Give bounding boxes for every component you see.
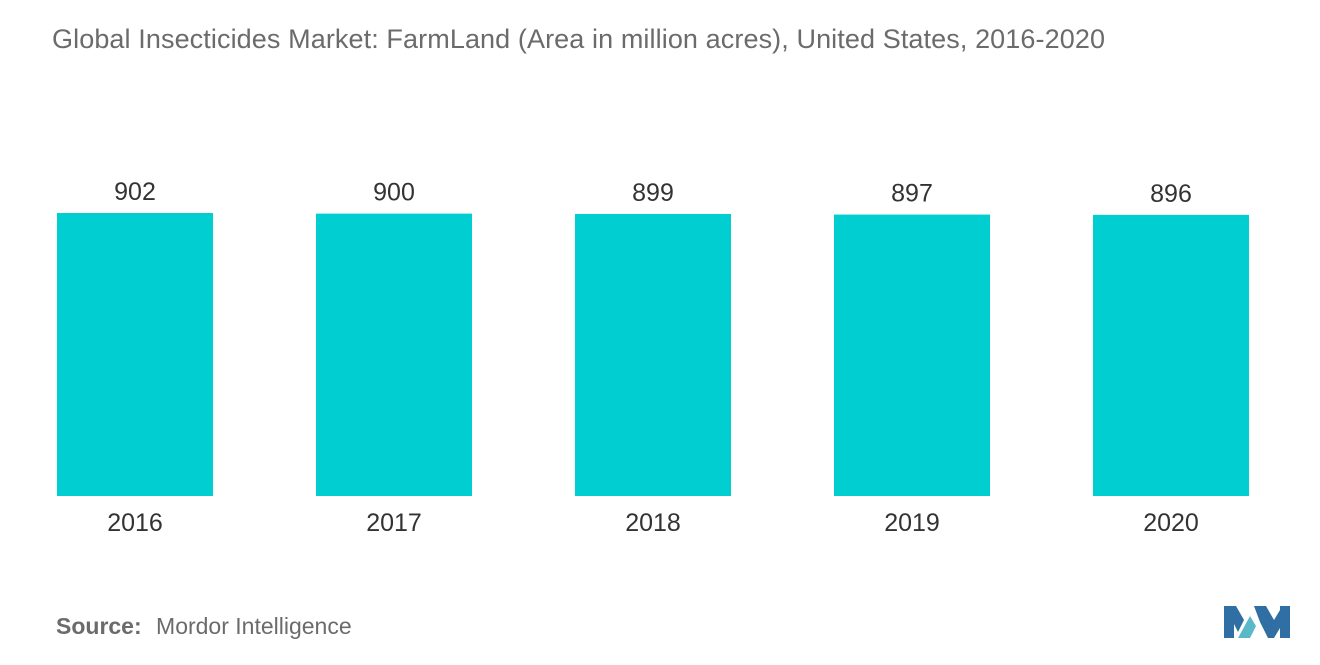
bar-2017 xyxy=(316,213,472,496)
logo-right-stroke xyxy=(1254,606,1290,638)
mordor-intelligence-logo-icon xyxy=(1224,606,1290,638)
bar-2018 xyxy=(575,213,731,497)
value-label-2016: 902 xyxy=(114,178,156,206)
bar-chart: 902 900 899 897 896 2016 2017 2018 2019 2020 xyxy=(57,178,1249,537)
value-label-2017: 900 xyxy=(373,179,415,207)
source-note: Source: Mordor Intelligence xyxy=(56,613,352,640)
bar-2020 xyxy=(1093,214,1249,496)
value-label-2018: 899 xyxy=(632,179,674,207)
category-label-2019: 2019 xyxy=(884,509,940,537)
source-text: Mordor Intelligence xyxy=(156,613,352,639)
value-label-2019: 897 xyxy=(891,180,933,208)
category-label-2016: 2016 xyxy=(107,509,163,537)
logo-left-stroke xyxy=(1224,606,1244,638)
value-labels-layer: 902 900 899 897 896 xyxy=(114,178,1192,208)
bars-layer xyxy=(57,213,1249,497)
category-label-2018: 2018 xyxy=(625,509,681,537)
category-label-2017: 2017 xyxy=(366,509,422,537)
logo-middle-stroke xyxy=(1238,616,1256,638)
chart-title: Global Insecticides Market: FarmLand (Ar… xyxy=(52,24,1106,54)
bar-2019 xyxy=(834,214,990,497)
value-label-2020: 896 xyxy=(1150,180,1192,208)
bar-2016 xyxy=(57,213,213,496)
category-label-2020: 2020 xyxy=(1143,509,1199,537)
category-labels-layer: 2016 2017 2018 2019 2020 xyxy=(107,509,1199,537)
source-label: Source: xyxy=(56,613,142,639)
